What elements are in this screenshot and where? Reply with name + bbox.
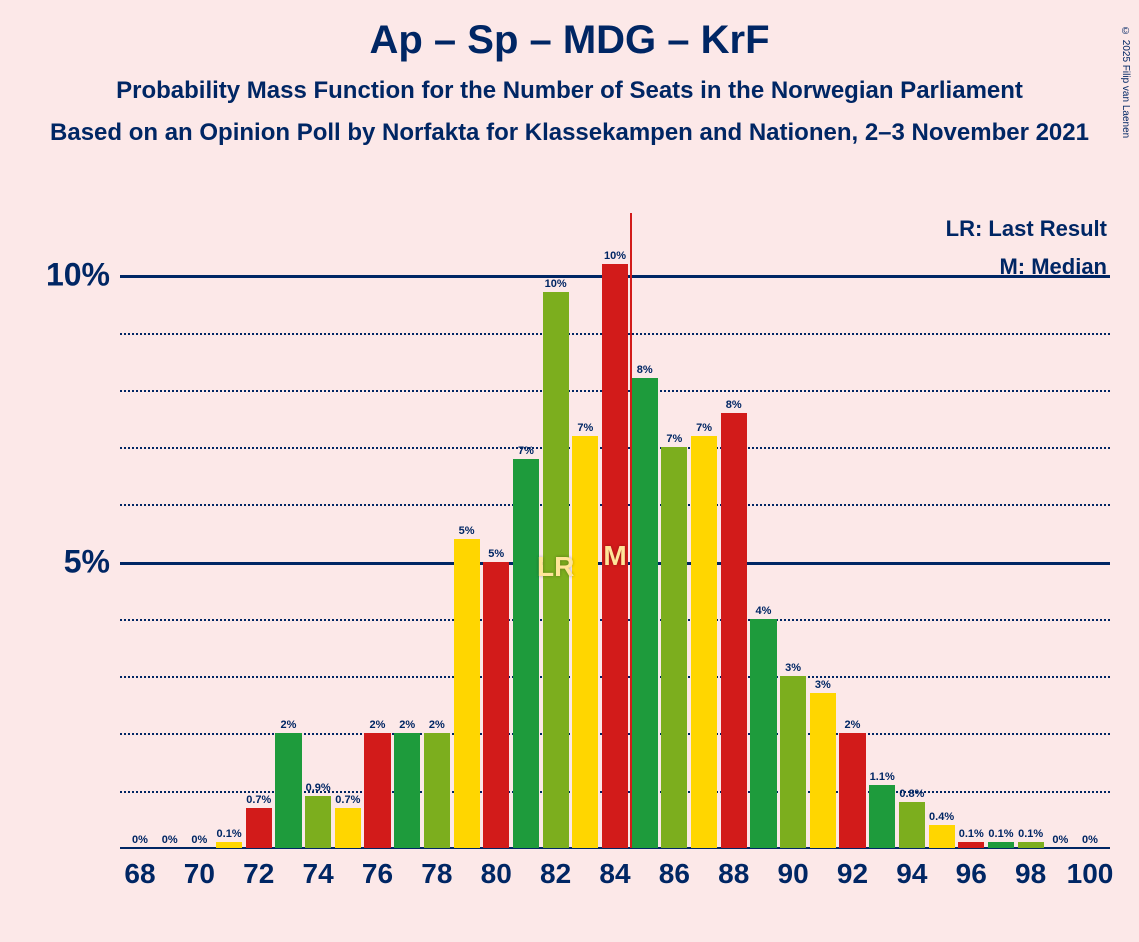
bar-value-label: 7%: [666, 433, 682, 445]
x-axis-label: 82: [540, 858, 571, 890]
bar: [632, 378, 658, 848]
x-axis-label: 84: [599, 858, 630, 890]
y-axis-label: 10%: [46, 257, 110, 294]
bar-value-label: 4%: [755, 605, 771, 617]
bar: [513, 459, 539, 848]
bar: [335, 808, 361, 848]
bar-value-label: 0.1%: [1018, 828, 1043, 840]
bar-value-label: 0%: [162, 834, 178, 846]
bar-value-label: 5%: [488, 548, 504, 560]
bar: [216, 842, 242, 848]
bar: [958, 842, 984, 848]
chart-subtitle-1: Probability Mass Function for the Number…: [0, 77, 1139, 105]
chart-annotation: M: [603, 540, 626, 572]
bar: [275, 733, 301, 848]
bar: [899, 802, 925, 848]
bar-value-label: 7%: [577, 422, 593, 434]
bar-value-label: 2%: [399, 719, 415, 731]
bar: [691, 436, 717, 848]
bar-value-label: 0.4%: [929, 811, 954, 823]
bar-value-label: 8%: [726, 399, 742, 411]
bar: [810, 693, 836, 848]
bar: [305, 796, 331, 848]
bar-value-label: 0.7%: [246, 794, 271, 806]
x-axis-label: 100: [1067, 858, 1114, 890]
bar: [929, 825, 955, 848]
bar-value-label: 0%: [191, 834, 207, 846]
bar: [869, 785, 895, 848]
bar-value-label: 2%: [429, 719, 445, 731]
x-axis-label: 68: [124, 858, 155, 890]
bar: [394, 733, 420, 848]
x-axis-label: 78: [421, 858, 452, 890]
bar: [246, 808, 272, 848]
x-axis-label: 74: [303, 858, 334, 890]
bar-value-label: 7%: [696, 422, 712, 434]
x-axis-label: 92: [837, 858, 868, 890]
bar: [839, 733, 865, 848]
bar-value-label: 3%: [815, 679, 831, 691]
x-axis-label: 80: [481, 858, 512, 890]
bar-value-label: 0.1%: [217, 828, 242, 840]
bar-value-label: 5%: [459, 525, 475, 537]
bar: [424, 733, 450, 848]
y-axis-label: 5%: [64, 543, 110, 580]
bar-value-label: 2%: [370, 719, 386, 731]
bar: [661, 447, 687, 848]
plot: 5%10%0%0%0%0.1%0.7%2%0.9%0.7%2%2%2%5%5%7…: [120, 218, 1110, 848]
bar-value-label: 0%: [1052, 834, 1068, 846]
bar-value-label: 0.7%: [335, 794, 360, 806]
bar: [780, 676, 806, 848]
x-axis-label: 72: [243, 858, 274, 890]
bar-value-label: 0.9%: [306, 782, 331, 794]
bar: [572, 436, 598, 848]
x-axis-label: 86: [659, 858, 690, 890]
bar-value-label: 0.1%: [959, 828, 984, 840]
bar-value-label: 0.1%: [988, 828, 1013, 840]
bar-value-label: 1.1%: [870, 771, 895, 783]
bar-value-label: 0%: [1082, 834, 1098, 846]
bar-value-label: 2%: [280, 719, 296, 731]
bar-value-label: 8%: [637, 364, 653, 376]
bar-value-label: 2%: [845, 719, 861, 731]
copyright-label: © 2025 Filip van Laenen: [1120, 26, 1131, 138]
bar-value-label: 0.8%: [899, 788, 924, 800]
x-axis-label: 96: [956, 858, 987, 890]
bar: [483, 562, 509, 848]
chart-title: Ap – Sp – MDG – KrF: [0, 18, 1139, 63]
x-axis-label: 76: [362, 858, 393, 890]
bar: [988, 842, 1014, 848]
x-axis-label: 88: [718, 858, 749, 890]
bar: [454, 539, 480, 848]
bar-value-label: 3%: [785, 662, 801, 674]
bar: [721, 413, 747, 848]
x-axis-label: 90: [778, 858, 809, 890]
chart-annotation: LR: [537, 551, 574, 583]
bar-value-label: 10%: [604, 250, 626, 262]
bar-value-label: 7%: [518, 445, 534, 457]
bar-value-label: 0%: [132, 834, 148, 846]
chart-area: 5%10%0%0%0%0.1%0.7%2%0.9%0.7%2%2%2%5%5%7…: [120, 218, 1110, 848]
bar: [1018, 842, 1044, 848]
x-axis-label: 94: [896, 858, 927, 890]
bar: [364, 733, 390, 848]
bar-value-label: 10%: [545, 278, 567, 290]
median-line: [630, 213, 632, 848]
chart-subtitle-2: Based on an Opinion Poll by Norfakta for…: [0, 119, 1139, 147]
x-axis-label: 98: [1015, 858, 1046, 890]
bar: [750, 619, 776, 848]
x-axis-label: 70: [184, 858, 215, 890]
